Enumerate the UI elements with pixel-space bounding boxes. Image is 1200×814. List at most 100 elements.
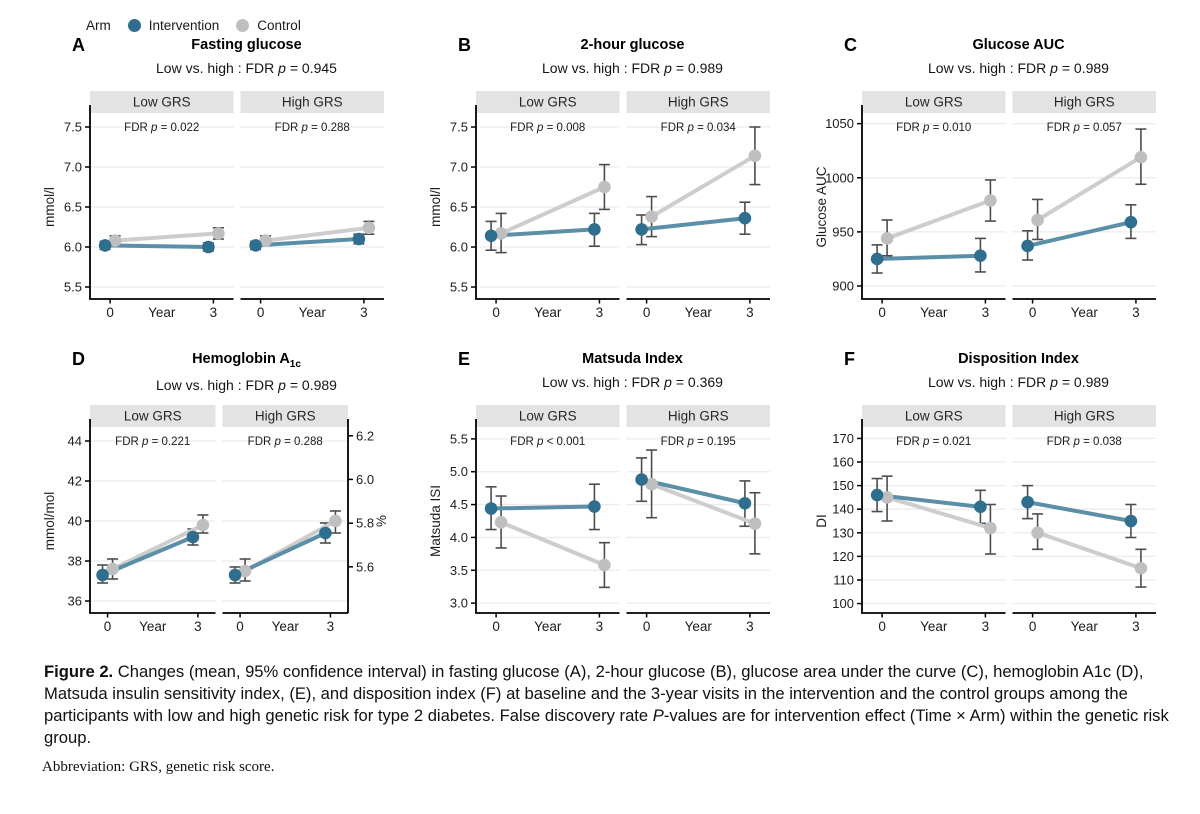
trend-line-intervention [489, 504, 597, 511]
y-tick-label: 7.5 [450, 120, 468, 135]
data-point-intervention [352, 232, 366, 246]
data-point-control [196, 518, 210, 532]
data-point-control [259, 234, 272, 247]
data-point-intervention [98, 239, 112, 252]
y-axis-label: DI [814, 514, 829, 528]
trend-line-control [1035, 155, 1143, 222]
data-point-control [106, 562, 119, 576]
trend-line-control [885, 198, 993, 241]
facet-high-grs: High GRS FDR p = 0.288 0 3 Year [240, 91, 384, 320]
panel-f: F Disposition Index Low vs. high : FDR p… [814, 349, 1187, 643]
data-point-intervention [974, 249, 987, 263]
data-point-control [748, 517, 762, 530]
panel-c-head: C Glucose AUC Low vs. high : FDR p = 0.9… [814, 35, 1187, 89]
x-tick-label: 0 [106, 305, 114, 320]
y-tick-label: 130 [832, 525, 854, 540]
figure-2: Arm Intervention Control A Fasting gluco… [42, 18, 1187, 775]
svg-text:FDR p = 0.008: FDR p = 0.008 [510, 122, 585, 134]
x-tick-label: 3 [194, 619, 202, 634]
x-tick-label: 0 [643, 619, 651, 634]
trend-line-intervention [639, 216, 747, 232]
facet-high-grs: High GRS FDR p = 0.057 0 3 Year [1012, 91, 1156, 320]
facet-strip [626, 91, 770, 113]
trend-line-intervention [875, 253, 983, 261]
facet-strip-label: High GRS [255, 409, 316, 424]
y-tick-label: 900 [832, 279, 854, 294]
y-axis: 100 110 120 130 140 150 160 170 [832, 419, 863, 613]
data-point-intervention [202, 240, 215, 254]
facet-strip [476, 405, 620, 427]
facet-strip-label: Low GRS [905, 409, 963, 424]
data-point-control [1031, 213, 1044, 227]
facet-low-grs: Low GRS FDR p = 0.022 0 3 Year [89, 91, 234, 320]
y-axis-label: Glucose AUC [814, 166, 829, 247]
legend-item-intervention: Intervention [127, 18, 219, 33]
y-axis: 5.5 6.0 6.5 7.0 7.5 [450, 105, 477, 299]
panel-e: E Matsuda Index Low vs. high : FDR p = 0… [428, 349, 801, 643]
facets: Low GRS FDR p = 0.221 0 3 Year High GRS FDR p … [89, 405, 348, 634]
data-point-intervention [588, 223, 601, 236]
panel-subtitle: Low vs. high : FDR p = 0.989 [928, 60, 1109, 76]
trend-line-intervention [253, 237, 361, 248]
svg-text:FDR p = 0.038: FDR p = 0.038 [1047, 436, 1122, 448]
right-y-axis-label: % [374, 515, 389, 527]
y-tick-label: 120 [832, 549, 854, 564]
x-tick-label: 3 [746, 305, 754, 320]
facets: Low GRS FDR p = 0.008 0 3 Year High GRS FDR p … [475, 91, 770, 320]
y-tick-label: 160 [832, 455, 854, 470]
chart-disposition-index: DI Low GRS FDR p = 0.021 0 3 Year High GRS FDR … [814, 405, 1156, 634]
facet-strip [222, 405, 348, 427]
x-tick-label: 3 [210, 305, 218, 320]
right-y-tick-label: 5.8 [356, 516, 374, 531]
y-axis-label: mmol/l [428, 187, 443, 227]
panel-d-head: D Hemoglobin A1c Low vs. high : FDR p = … [42, 349, 415, 403]
panel-title: Glucose AUC [972, 37, 1065, 53]
control-dot-icon [236, 19, 250, 32]
x-tick-label: 0 [1029, 305, 1037, 320]
data-point-control [212, 227, 225, 240]
data-point-intervention [635, 473, 648, 486]
facet-low-grs: Low GRS FDR p < 0.001 0 3 Year [475, 405, 620, 634]
y-tick-label: 6.5 [64, 200, 82, 215]
panel-title: Fasting glucose [191, 37, 302, 53]
errorbars-control [881, 475, 996, 555]
data-point-control [362, 221, 376, 235]
facet-low-grs: Low GRS FDR p = 0.021 0 3 Year [861, 405, 1006, 634]
facets: Low GRS FDR p < 0.001 0 3 Year High GRS FDR p … [475, 405, 770, 634]
facet-strip-label: Low GRS [905, 95, 963, 110]
trend-line-control [649, 153, 757, 219]
y-tick-label: 140 [832, 502, 854, 517]
data-point-intervention [96, 568, 109, 582]
panel-title: Matsuda Index [582, 351, 683, 367]
x-tick-label: 0 [878, 619, 886, 634]
facet-strip [862, 405, 1006, 427]
facet-strip-label: High GRS [1054, 95, 1115, 110]
x-tick-label: 3 [746, 619, 754, 634]
data-point-intervention [738, 211, 752, 225]
panel-title: Hemoglobin A1c [192, 351, 301, 370]
right-y-tick-label: 6.0 [356, 472, 374, 487]
trend-line-intervention [639, 477, 747, 506]
svg-text:FDR p = 0.010: FDR p = 0.010 [896, 122, 971, 134]
panel-title: Disposition Index [958, 351, 1079, 367]
svg-text:FDR p = 0.288: FDR p = 0.288 [275, 122, 350, 134]
panel-subtitle: Low vs. high : FDR p = 0.989 [156, 376, 337, 393]
facet-strip [240, 91, 384, 113]
data-point-control [598, 180, 611, 194]
y-axis: 5.5 6.0 6.5 7.0 7.5 [64, 105, 91, 299]
x-tick-label: 3 [596, 619, 604, 634]
y-axis: 3.0 3.5 4.0 4.5 5.0 5.5 [450, 419, 477, 613]
svg-text:FDR p < 0.001: FDR p < 0.001 [510, 436, 585, 448]
x-tick-label: 3 [360, 305, 368, 320]
facet-strip-label: Low GRS [519, 409, 577, 424]
facet-high-grs: High GRS FDR p = 0.195 0 3 Year [626, 405, 770, 634]
y-tick-label: 950 [832, 224, 854, 239]
abbreviation-note: Abbreviation: GRS, genetic risk score. [42, 758, 275, 775]
data-point-control [984, 194, 997, 207]
facet-strip [862, 91, 1006, 113]
x-tick-label: 0 [643, 305, 651, 320]
svg-text:FDR p = 0.022: FDR p = 0.022 [124, 122, 199, 134]
facet-low-grs: Low GRS FDR p = 0.221 0 3 Year [89, 405, 216, 634]
y-tick-label: 5.5 [64, 280, 82, 295]
